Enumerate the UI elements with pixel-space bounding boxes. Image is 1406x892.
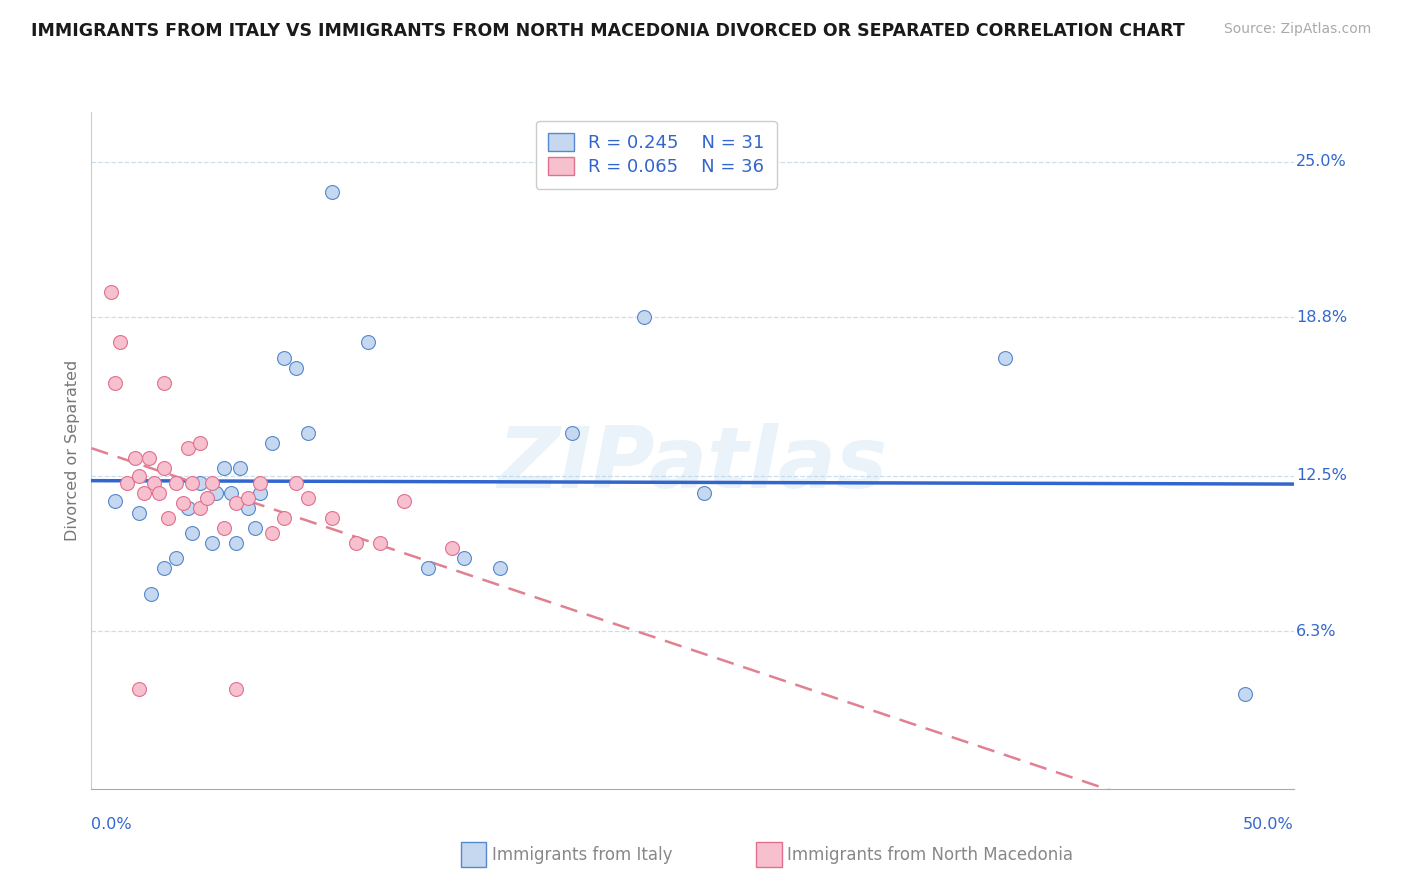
Point [110, 335, 132, 350]
Point [195, 491, 218, 505]
Point [104, 376, 127, 390]
Point [172, 496, 194, 510]
Point [134, 486, 156, 500]
Point [142, 476, 165, 491]
Point [148, 486, 170, 500]
Point [181, 526, 204, 541]
Point [138, 450, 160, 465]
Point [321, 185, 343, 199]
Point [152, 376, 174, 390]
Point [205, 486, 228, 500]
Point [368, 536, 391, 550]
Legend: R = 0.245    N = 31, R = 0.065    N = 36: R = 0.245 N = 31, R = 0.065 N = 36 [536, 120, 778, 189]
Text: IMMIGRANTS FROM ITALY VS IMMIGRANTS FROM NORTH MACEDONIA DIVORCED OR SEPARATED C: IMMIGRANTS FROM ITALY VS IMMIGRANTS FROM… [31, 22, 1185, 40]
Point [188, 476, 211, 491]
Point [561, 425, 583, 440]
Point [219, 486, 242, 500]
Point [188, 436, 211, 450]
Text: 50.0%: 50.0% [1243, 816, 1294, 831]
Text: 18.8%: 18.8% [1296, 310, 1347, 325]
Point [157, 511, 180, 525]
Point [273, 351, 295, 365]
Point [128, 506, 150, 520]
Text: 6.3%: 6.3% [1296, 624, 1337, 639]
Point [489, 561, 512, 575]
Point [297, 425, 319, 440]
Point [124, 450, 146, 465]
Point [141, 586, 163, 600]
Point [357, 335, 380, 350]
Point [152, 461, 174, 475]
Point [284, 360, 307, 375]
Point [392, 493, 415, 508]
Point [249, 486, 271, 500]
Point [104, 493, 127, 508]
Point [128, 468, 150, 483]
Point [236, 491, 259, 505]
Text: 25.0%: 25.0% [1296, 154, 1347, 169]
Point [297, 491, 319, 505]
Point [260, 526, 283, 541]
Point [176, 501, 198, 516]
Point [440, 541, 463, 556]
Point [181, 476, 204, 491]
Text: ZIPatlas: ZIPatlas [498, 423, 887, 506]
Point [236, 501, 259, 516]
Point [321, 511, 343, 525]
Point [243, 521, 266, 535]
Point [225, 681, 247, 696]
Point [165, 551, 187, 566]
Point [225, 536, 247, 550]
Point [284, 476, 307, 491]
Point [453, 551, 475, 566]
Point [273, 511, 295, 525]
Text: Immigrants from North Macedonia: Immigrants from North Macedonia [787, 846, 1073, 863]
Point [229, 461, 252, 475]
Text: 12.5%: 12.5% [1296, 468, 1347, 483]
Point [212, 521, 235, 535]
Point [225, 496, 247, 510]
Point [201, 536, 224, 550]
Point [633, 310, 655, 325]
Point [212, 461, 235, 475]
Point [260, 436, 283, 450]
Point [994, 351, 1017, 365]
Point [128, 681, 150, 696]
Text: 0.0%: 0.0% [91, 816, 132, 831]
Point [416, 561, 439, 575]
Point [152, 561, 174, 575]
Point [344, 536, 367, 550]
Point [100, 285, 122, 300]
Point [117, 476, 139, 491]
Point [176, 441, 198, 455]
Point [188, 501, 211, 516]
Point [693, 486, 716, 500]
Text: Immigrants from Italy: Immigrants from Italy [492, 846, 672, 863]
Point [165, 476, 187, 491]
Text: Source: ZipAtlas.com: Source: ZipAtlas.com [1223, 22, 1371, 37]
Y-axis label: Divorced or Separated: Divorced or Separated [65, 359, 80, 541]
Point [1234, 687, 1257, 701]
Point [201, 476, 224, 491]
Point [249, 476, 271, 491]
